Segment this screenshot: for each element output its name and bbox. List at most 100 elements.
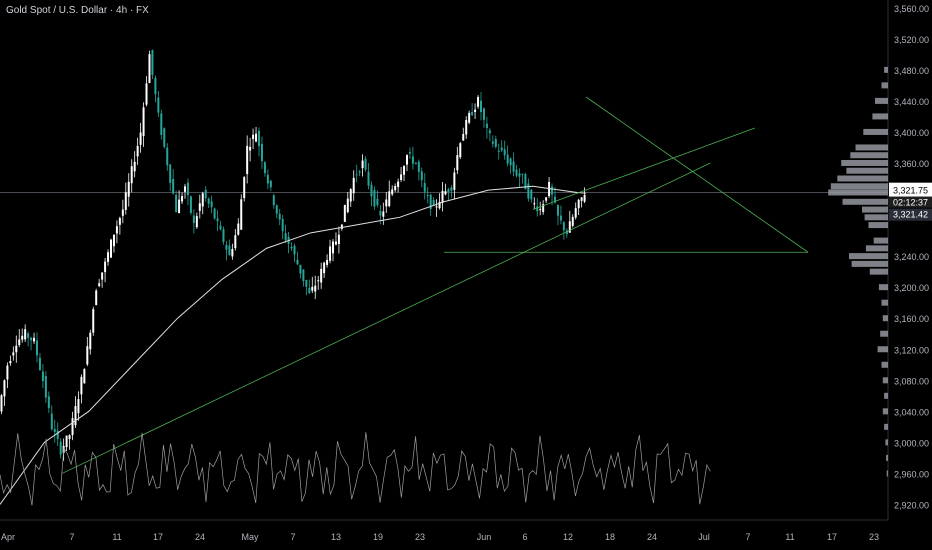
candle-body <box>506 154 509 164</box>
price-tick-label: 2,920.00 <box>894 500 929 510</box>
candle-body <box>225 244 228 250</box>
candle-body <box>240 199 243 230</box>
time-tick-label: May <box>241 532 259 542</box>
candle-body <box>311 286 314 291</box>
secondary-price-label: 3,321.42 <box>893 210 928 220</box>
candle-body <box>104 261 107 273</box>
candle-body <box>269 180 272 188</box>
volume-profile-bar <box>828 189 888 196</box>
candle-body <box>426 194 429 196</box>
time-tick-label: 11 <box>112 532 121 542</box>
time-tick-label: 7 <box>745 532 750 542</box>
candle-body <box>305 279 308 287</box>
candle-body <box>400 174 403 180</box>
candle-body <box>204 189 207 199</box>
candle-body <box>429 194 432 209</box>
candle-body <box>184 186 186 192</box>
candle-body <box>59 441 62 455</box>
volume-profile-bar <box>885 439 888 446</box>
candle-body <box>474 109 477 112</box>
candle-body <box>358 171 361 173</box>
candle-body <box>77 399 80 414</box>
candle-body <box>361 160 364 169</box>
candle-body <box>136 145 139 157</box>
price-tick-label: 3,560.00 <box>894 4 929 14</box>
volume-profile-bar <box>880 330 888 337</box>
candle-body <box>482 108 485 120</box>
volume-profile-bar <box>886 454 888 461</box>
moving-average-line <box>0 185 587 505</box>
candle-body <box>565 230 568 235</box>
candle-body <box>47 396 50 409</box>
candle-body <box>536 206 539 212</box>
time-tick-label: 23 <box>415 532 425 542</box>
candle-body <box>166 147 169 166</box>
candle-body <box>551 186 554 195</box>
time-tick-label: 24 <box>195 532 205 542</box>
candle-body <box>234 235 237 249</box>
candle-body <box>355 174 358 176</box>
candle-body <box>195 216 198 228</box>
oscillator-line <box>0 432 711 506</box>
candle-body <box>326 259 329 265</box>
time-tick-label: 23 <box>869 532 879 542</box>
candle-body <box>255 133 258 142</box>
candle-body <box>329 246 332 261</box>
volume-profile-bar <box>881 299 888 306</box>
volume-profile-bar <box>881 82 888 89</box>
volume-profile-bar <box>837 175 888 182</box>
candle-body <box>172 178 175 194</box>
candle-body <box>548 181 551 197</box>
volume-profile-bar <box>864 214 888 221</box>
time-tick-label: Apr <box>1 532 15 542</box>
time-tick-label: 6 <box>522 532 527 542</box>
candle-body <box>417 161 420 172</box>
candle-body <box>127 181 130 197</box>
volume-profile-bar <box>884 423 888 430</box>
candle-body <box>408 152 411 154</box>
candle-body <box>420 171 423 181</box>
candle-body <box>379 210 382 216</box>
candle-body <box>423 182 426 192</box>
candle-body <box>118 218 121 225</box>
candle-body <box>385 199 388 207</box>
candle-body <box>121 209 124 216</box>
candle-body <box>0 395 3 412</box>
volume-profile-bar <box>855 144 888 151</box>
price-tick-label: 3,480.00 <box>894 66 929 76</box>
candle-body <box>192 215 195 223</box>
candle-body <box>33 337 36 342</box>
candle-body <box>397 181 400 187</box>
candle-body <box>471 112 474 116</box>
ascending-trendline-lower <box>61 162 711 474</box>
candle-body <box>503 149 506 156</box>
candle-body <box>201 193 204 207</box>
price-tick-label: 3,120.00 <box>894 345 929 355</box>
candle-body <box>228 245 231 256</box>
candle-body <box>278 213 281 220</box>
candle-body <box>219 225 222 230</box>
candle-body <box>53 429 56 433</box>
candle-body <box>263 162 266 174</box>
candle-body <box>9 360 12 364</box>
candle-body <box>243 177 246 199</box>
candle-body <box>95 290 98 306</box>
candle-body <box>86 346 89 365</box>
current-price-tag <box>889 182 932 197</box>
candle-body <box>181 196 184 202</box>
candle-body <box>562 222 565 231</box>
candle-body <box>44 376 47 398</box>
candle-body <box>314 285 317 292</box>
candle-body <box>38 357 41 370</box>
volume-profile-bar <box>882 377 888 384</box>
candle-body <box>488 130 491 134</box>
candle-body <box>36 340 38 356</box>
candle-body <box>74 406 77 426</box>
candle-body <box>527 183 530 199</box>
candle-body <box>145 83 148 105</box>
candle-body <box>456 155 459 171</box>
candle-body <box>394 186 397 191</box>
